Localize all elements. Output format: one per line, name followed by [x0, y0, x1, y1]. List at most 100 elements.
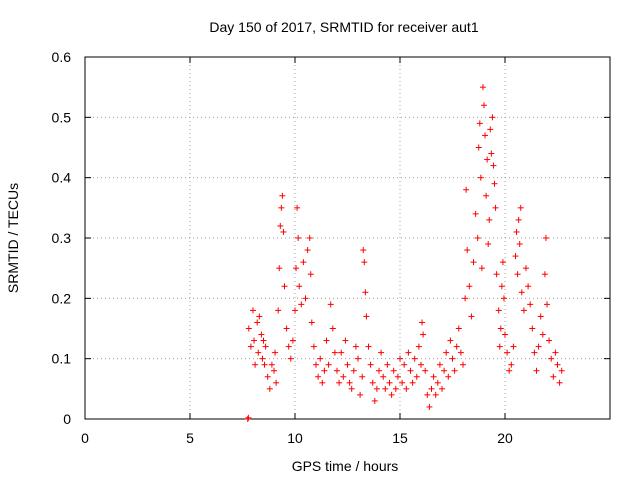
- data-point: [497, 325, 504, 332]
- data-point: [445, 373, 452, 380]
- data-point: [283, 325, 290, 332]
- data-point: [441, 367, 448, 374]
- data-point: [405, 349, 412, 356]
- data-point: [244, 416, 251, 422]
- data-point: [319, 379, 326, 386]
- chart-title: Day 150 of 2017, SRMTID for receiver aut…: [209, 19, 478, 35]
- data-point: [428, 385, 435, 392]
- data-point: [307, 271, 314, 278]
- data-point: [527, 301, 534, 308]
- data-point: [411, 355, 418, 362]
- data-point: [506, 367, 513, 374]
- y-tick-label: 0.5: [52, 109, 72, 125]
- data-point: [544, 301, 550, 308]
- data-point: [550, 373, 557, 380]
- data-point: [434, 379, 441, 386]
- data-point: [300, 259, 307, 266]
- data-point: [483, 192, 490, 199]
- data-point: [464, 247, 471, 254]
- data-point: [510, 343, 517, 350]
- data-point: [394, 373, 401, 380]
- data-point: [352, 343, 359, 350]
- data-point: [460, 361, 466, 368]
- data-point: [344, 361, 351, 368]
- data-point: [399, 379, 406, 386]
- data-point: [462, 295, 469, 302]
- data-point: [479, 84, 486, 91]
- data-point: [487, 126, 494, 133]
- data-point: [541, 271, 548, 278]
- data-point: [418, 361, 424, 368]
- data-point: [475, 144, 482, 151]
- data-point: [275, 307, 282, 314]
- data-point: [426, 403, 433, 410]
- data-point: [292, 307, 298, 314]
- data-point: [552, 349, 559, 356]
- y-tick-label: 0.3: [52, 230, 72, 246]
- x-axis-label: GPS time / hours: [292, 458, 399, 474]
- data-point: [529, 325, 536, 332]
- data-point: [455, 325, 462, 332]
- data-point: [388, 391, 395, 398]
- data-point: [443, 349, 450, 356]
- y-tick-label: 0.2: [52, 290, 72, 306]
- data-point: [304, 247, 311, 254]
- x-tick-label: 5: [186, 430, 194, 446]
- data-point: [250, 307, 256, 314]
- data-point: [489, 114, 496, 121]
- data-point: [350, 367, 357, 374]
- data-point: [451, 367, 458, 374]
- data-point: [363, 313, 370, 320]
- data-point: [518, 289, 525, 296]
- data-point: [259, 355, 266, 362]
- data-point: [308, 319, 315, 326]
- data-point: [492, 204, 499, 211]
- data-point: [490, 162, 497, 169]
- data-point: [329, 325, 336, 332]
- data-point: [515, 216, 522, 223]
- data-point: [331, 349, 338, 356]
- y-axis-label: SRMTID / TECUs: [5, 183, 21, 293]
- data-point: [294, 204, 301, 211]
- x-tick-label: 0: [81, 430, 89, 446]
- data-point: [495, 307, 502, 314]
- data-point: [516, 241, 523, 248]
- data-point: [546, 337, 553, 344]
- data-point: [520, 307, 527, 314]
- data-point: [517, 204, 524, 211]
- data-point: [252, 361, 259, 368]
- data-point: [390, 367, 397, 374]
- data-point: [481, 102, 487, 109]
- data-point: [470, 259, 477, 266]
- data-point: [514, 271, 521, 278]
- grid-lines: [85, 57, 610, 419]
- data-point: [302, 295, 309, 302]
- data-point: [409, 379, 416, 386]
- data-point: [432, 391, 439, 398]
- data-point: [371, 397, 378, 404]
- y-tick-label: 0.6: [52, 49, 72, 65]
- x-tick-label: 15: [392, 430, 408, 446]
- data-point: [260, 337, 267, 344]
- data-point: [373, 385, 380, 392]
- data-point: [357, 391, 364, 398]
- data-point: [476, 120, 483, 127]
- y-tick-label: 0.4: [52, 170, 72, 186]
- data-point: [251, 337, 258, 344]
- data-point: [392, 385, 399, 392]
- data-point: [474, 235, 481, 241]
- data-point: [424, 391, 431, 398]
- data-point: [306, 235, 313, 241]
- data-point: [420, 331, 427, 338]
- data-point: [539, 331, 546, 338]
- y-tick-label: 0.1: [52, 351, 72, 367]
- data-point: [359, 373, 366, 380]
- data-point: [380, 373, 387, 380]
- data-point: [365, 343, 372, 350]
- data-point: [256, 313, 263, 320]
- data-point: [325, 361, 332, 368]
- data-point: [496, 343, 503, 350]
- data-point: [477, 174, 484, 181]
- data-point: [384, 361, 391, 368]
- data-point: [272, 349, 279, 356]
